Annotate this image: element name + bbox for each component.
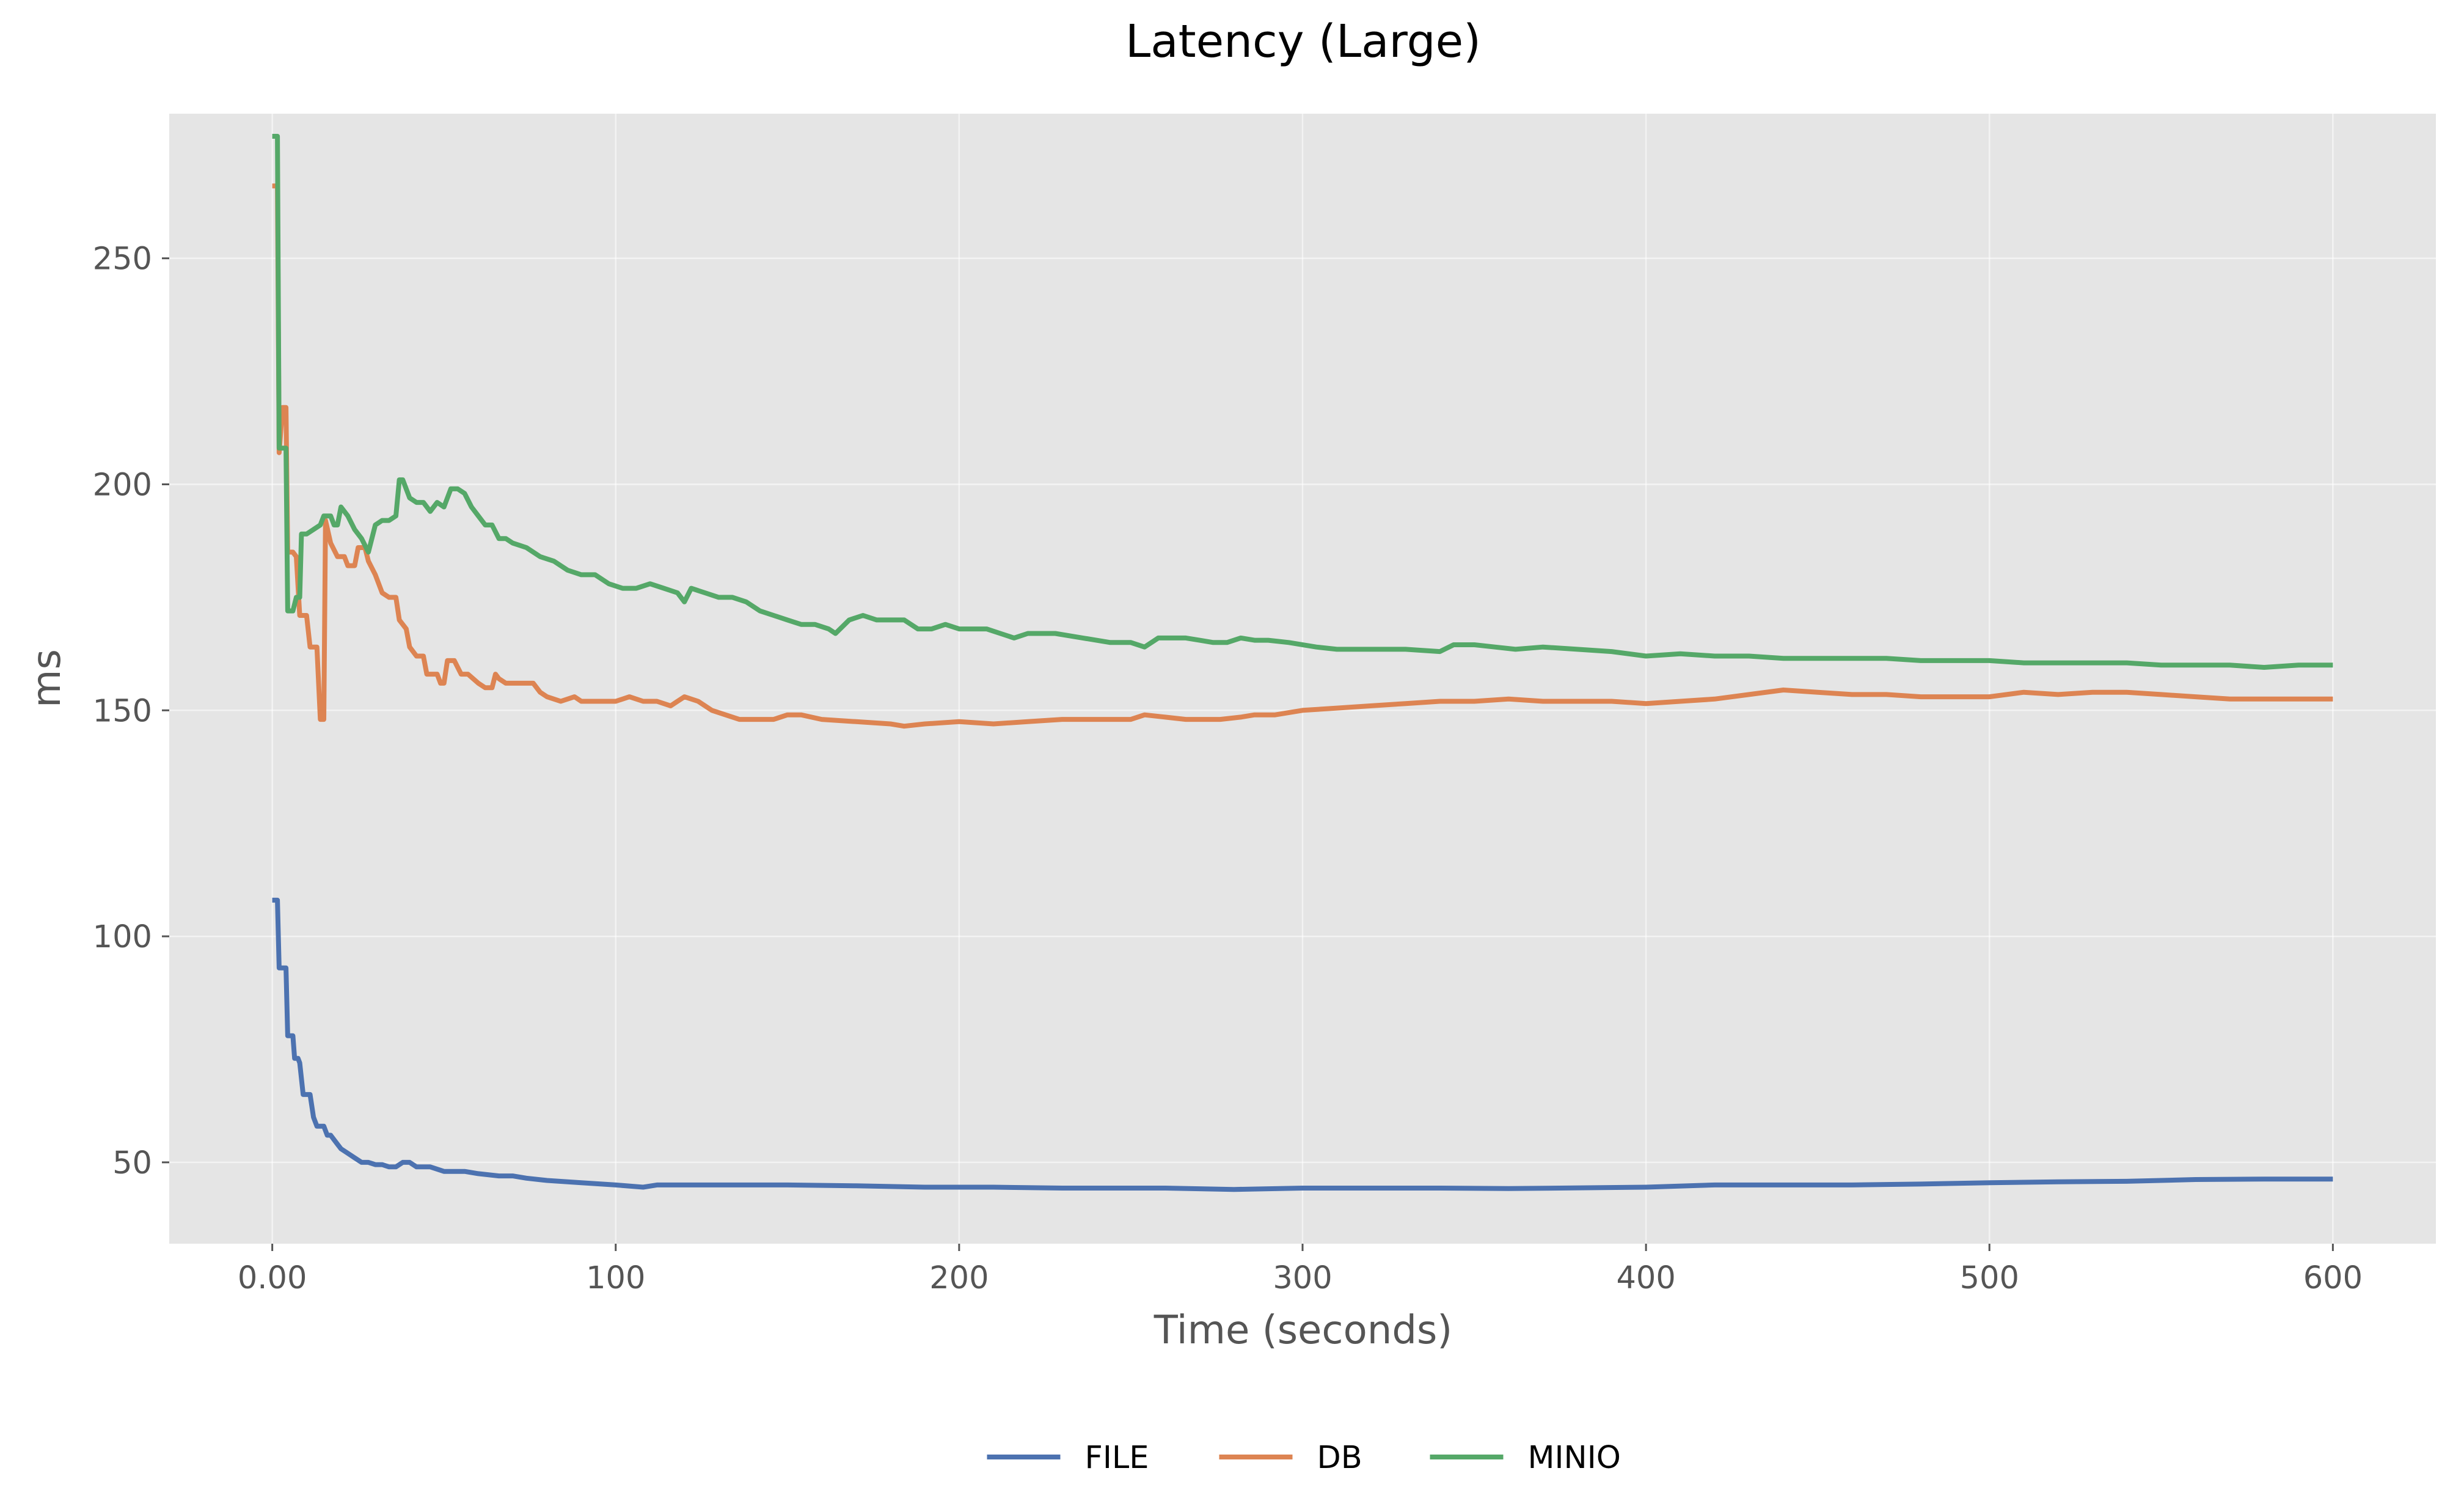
legend-label: MINIO bbox=[1528, 1440, 1621, 1476]
x-tick-label: 400 bbox=[1616, 1260, 1675, 1296]
series-lines bbox=[272, 134, 2333, 1192]
x-tick-label: 0.00 bbox=[238, 1260, 307, 1296]
y-tick-label: 50 bbox=[112, 1145, 152, 1181]
y-tick-label: 250 bbox=[93, 241, 152, 277]
series-line-file bbox=[272, 897, 2333, 1192]
y-tick-label: 100 bbox=[93, 919, 152, 955]
x-tick-label: 200 bbox=[929, 1260, 989, 1296]
x-tick-label: 500 bbox=[1960, 1260, 2019, 1296]
y-tick-label: 150 bbox=[93, 693, 152, 729]
series-line-minio bbox=[272, 134, 2333, 670]
legend: FILE DB MINIO bbox=[987, 1440, 1621, 1476]
legend-item-minio: MINIO bbox=[1430, 1440, 1621, 1476]
series-line-db bbox=[272, 183, 2333, 729]
legend-item-db: DB bbox=[1219, 1440, 1362, 1476]
legend-label: DB bbox=[1317, 1440, 1362, 1476]
x-tick-label: 600 bbox=[2303, 1260, 2363, 1296]
legend-label: FILE bbox=[1085, 1440, 1149, 1476]
axis-ticks: 0.00 100 200 300 400 500 600 50 100 150 200 250 bbox=[93, 241, 2363, 1296]
chart-title: Latency (Large) bbox=[1125, 15, 1481, 68]
y-tick-label: 200 bbox=[93, 467, 152, 503]
legend-item-file: FILE bbox=[987, 1440, 1149, 1476]
x-axis-label: Time (seconds) bbox=[1153, 1308, 1453, 1353]
x-tick-label: 100 bbox=[586, 1260, 645, 1296]
y-axis-label: ms bbox=[24, 649, 70, 708]
x-tick-label: 300 bbox=[1273, 1260, 1332, 1296]
